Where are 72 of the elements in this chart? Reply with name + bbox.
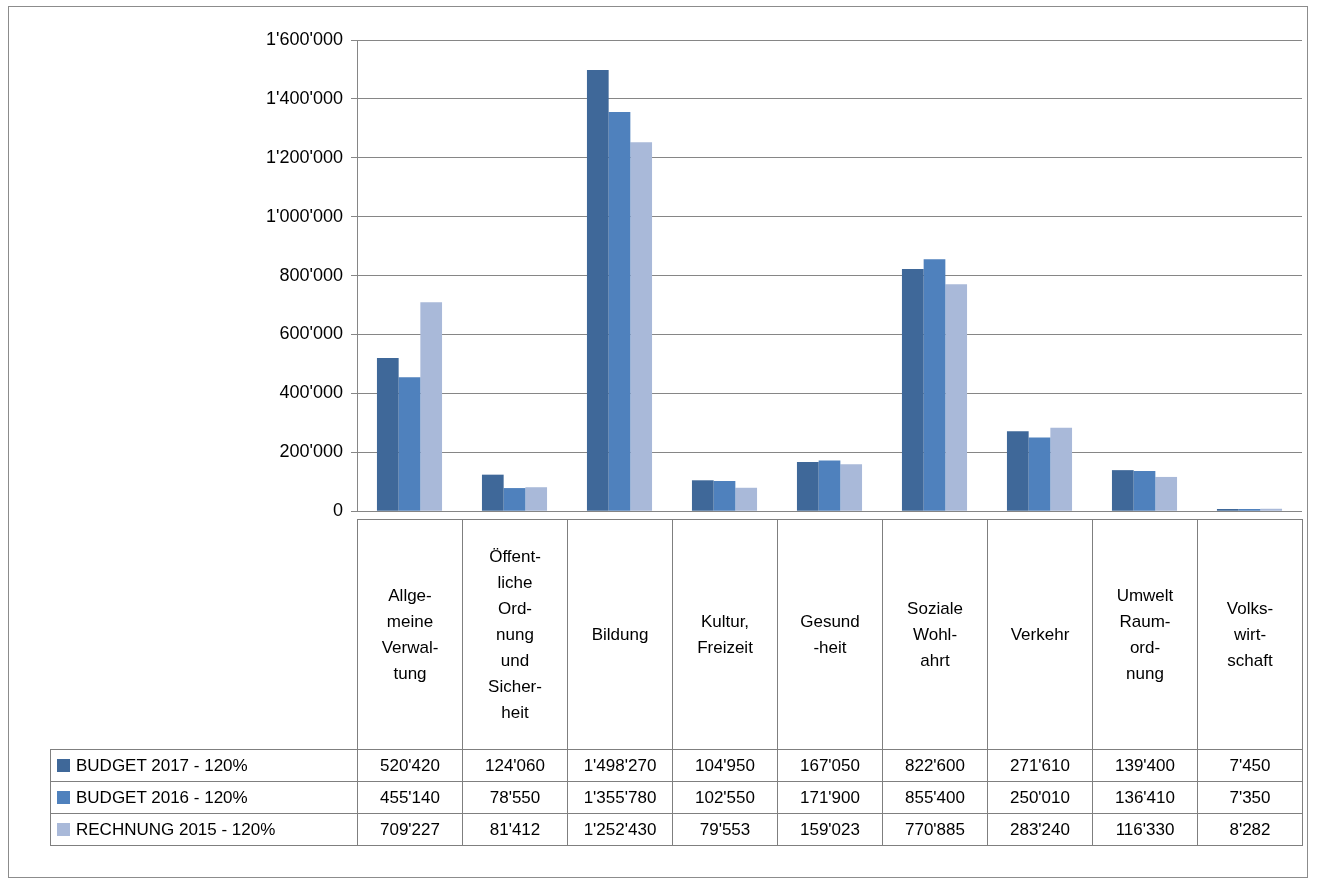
bar [1028, 437, 1051, 511]
bar [1155, 476, 1178, 511]
data-label: 171'900 [777, 781, 883, 814]
bar [376, 357, 399, 511]
data-label: 770'885 [882, 813, 988, 846]
data-label: 7'350 [1197, 781, 1303, 814]
legend-label: BUDGET 2017 - 120% [50, 749, 358, 782]
data-label: 79'553 [672, 813, 778, 846]
y-tick-label: 1'400'000 [266, 87, 343, 108]
bar [691, 480, 714, 511]
bar [818, 460, 841, 511]
data-label: 7'450 [1197, 749, 1303, 782]
y-tick-label: 1'000'000 [266, 205, 343, 226]
data-label: 139'400 [1092, 749, 1198, 782]
x-tick-label: Kultur, Freizeit [672, 519, 778, 750]
y-tick-label: 1'200'000 [266, 146, 343, 167]
bar [901, 268, 924, 511]
data-label: 8'282 [1197, 813, 1303, 846]
data-label: 1'355'780 [567, 781, 673, 814]
bar [796, 462, 819, 511]
x-tick-label: Gesund -heit [777, 519, 883, 750]
data-label: 455'140 [357, 781, 463, 814]
x-tick-label: Soziale Wohl- ahrt [882, 519, 988, 750]
legend-label: RECHNUNG 2015 - 120% [50, 813, 358, 846]
bar [481, 474, 504, 511]
data-label: 271'610 [987, 749, 1093, 782]
y-tick-label: 600'000 [279, 323, 343, 344]
y-tick-label: 400'000 [279, 382, 343, 403]
bar [525, 487, 548, 511]
bar [945, 284, 968, 511]
data-label: 136'410 [1092, 781, 1198, 814]
bar [1133, 471, 1156, 511]
bar [1050, 427, 1073, 511]
data-label: 159'023 [777, 813, 883, 846]
bar [735, 487, 758, 511]
x-tick-label: Volks- wirt- schaft [1197, 519, 1303, 750]
y-tick-label: 800'000 [279, 264, 343, 285]
bar [586, 69, 609, 511]
y-tick-label: 0 [332, 500, 343, 521]
bar [608, 111, 631, 511]
bar [503, 488, 526, 511]
x-tick-label: Verkehr [987, 519, 1093, 750]
data-label: 855'400 [882, 781, 988, 814]
data-label: 124'060 [462, 749, 568, 782]
data-label: 81'412 [462, 813, 568, 846]
bar [1006, 431, 1029, 511]
bar [398, 377, 421, 511]
data-label: 822'600 [882, 749, 988, 782]
y-tick-label: 1'600'000 [266, 28, 343, 49]
data-label: 167'050 [777, 749, 883, 782]
x-tick-label: Bildung [567, 519, 673, 750]
data-label: 250'010 [987, 781, 1093, 814]
x-tick-label: Öffent- liche Ord- nung und Sicher- heit [462, 519, 568, 750]
data-label: 116'330 [1092, 813, 1198, 846]
data-label: 283'240 [987, 813, 1093, 846]
x-tick-label: Allge- meine Verwal- tung [357, 519, 463, 750]
data-label: 1'498'270 [567, 749, 673, 782]
data-label: 520'420 [357, 749, 463, 782]
bar [630, 142, 653, 511]
bar [1111, 470, 1134, 511]
data-label: 709'227 [357, 813, 463, 846]
data-label: 102'550 [672, 781, 778, 814]
y-tick-label: 200'000 [279, 441, 343, 462]
bar [923, 259, 946, 511]
bar [713, 481, 736, 511]
x-tick-label: Umwelt Raum- ord- nung [1092, 519, 1198, 750]
bar [840, 464, 863, 511]
data-label: 1'252'430 [567, 813, 673, 846]
data-label: 78'550 [462, 781, 568, 814]
bar [420, 302, 443, 511]
data-label: 104'950 [672, 749, 778, 782]
legend-label: BUDGET 2016 - 120% [50, 781, 358, 814]
